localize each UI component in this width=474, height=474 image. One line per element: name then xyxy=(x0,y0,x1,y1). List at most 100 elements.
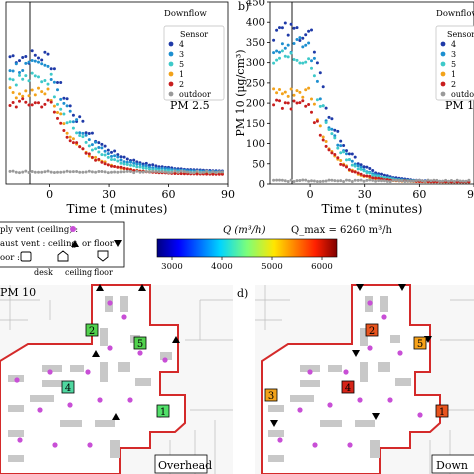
data-point-2 xyxy=(217,172,221,176)
plot-frame-b xyxy=(269,1,474,185)
y-tick-label: 50 xyxy=(252,159,265,170)
data-point-5 xyxy=(87,144,91,148)
legend-marker-5 xyxy=(440,61,446,67)
data-point-4 xyxy=(52,67,56,71)
data-point-3 xyxy=(11,69,15,73)
data-point-5 xyxy=(307,57,311,61)
data-point-3 xyxy=(280,42,284,46)
data-point-3 xyxy=(43,63,47,67)
data-point-outdoor xyxy=(342,180,346,183)
sensor-box-1 xyxy=(156,404,170,418)
data-point-5 xyxy=(113,158,117,162)
legend-subtitle-b: Sensor xyxy=(447,30,474,39)
data-point-4 xyxy=(68,104,72,108)
data-point-1 xyxy=(272,87,276,91)
data-point-5 xyxy=(301,61,305,65)
data-point-outdoor xyxy=(339,179,343,183)
sensor-label-5: 5 xyxy=(417,339,423,350)
y-tick-label: 250 xyxy=(246,78,265,89)
data-point-2 xyxy=(59,121,63,125)
legend-marker-2 xyxy=(440,81,446,87)
panel-label-d: d) xyxy=(237,287,248,300)
data-point-4 xyxy=(385,174,389,178)
data-point-4 xyxy=(71,113,75,117)
data-point-4 xyxy=(307,29,311,33)
data-point-5 xyxy=(40,80,44,84)
data-point-5 xyxy=(359,167,363,171)
data-point-3 xyxy=(359,165,363,169)
legend-box-a xyxy=(163,25,225,101)
data-point-outdoor xyxy=(173,169,177,173)
data-point-3 xyxy=(345,152,348,156)
data-point-3 xyxy=(129,160,132,164)
data-point-outdoor xyxy=(81,170,85,174)
data-point-outdoor xyxy=(280,178,284,182)
data-point-outdoor xyxy=(377,179,381,183)
data-point-4 xyxy=(122,155,126,159)
data-point-2 xyxy=(211,172,215,176)
data-point-outdoor xyxy=(157,170,161,174)
data-point-outdoor xyxy=(286,180,290,183)
data-point-3 xyxy=(100,146,104,150)
data-point-outdoor xyxy=(315,180,319,183)
data-point-outdoor xyxy=(154,169,158,173)
data-point-3 xyxy=(21,69,25,72)
data-point-2 xyxy=(179,172,183,176)
data-point-4 xyxy=(30,49,34,53)
data-point-3 xyxy=(87,138,91,142)
data-point-1 xyxy=(295,89,299,93)
data-point-2 xyxy=(52,110,56,114)
data-point-outdoor xyxy=(138,170,142,174)
data-point-2 xyxy=(46,98,50,102)
data-point-1 xyxy=(304,88,308,92)
data-point-outdoor xyxy=(359,178,363,182)
data-point-5 xyxy=(283,54,287,58)
data-point-2 xyxy=(307,103,311,106)
data-point-outdoor xyxy=(151,169,155,173)
data-point-2 xyxy=(286,101,290,105)
data-point-2 xyxy=(182,172,186,176)
data-point-3 xyxy=(119,158,123,162)
data-point-3 xyxy=(336,143,340,147)
data-point-outdoor xyxy=(356,178,360,182)
exhaust-ceiling-icon xyxy=(71,240,79,247)
data-point-5 xyxy=(315,98,319,102)
sensor-label-2: 2 xyxy=(369,326,375,337)
data-point-outdoor xyxy=(148,170,151,174)
supply-vents-d xyxy=(277,300,423,448)
legend-label-5: 5 xyxy=(451,60,456,69)
data-point-2 xyxy=(195,172,199,176)
y-tick-label: 400 xyxy=(246,18,265,29)
data-point-outdoor xyxy=(84,170,88,174)
data-point-outdoor xyxy=(27,171,31,174)
legend-label-4: 4 xyxy=(451,40,456,49)
data-point-3 xyxy=(8,69,12,73)
data-point-5 xyxy=(94,147,98,151)
data-point-2 xyxy=(173,172,177,175)
data-point-5 xyxy=(71,126,75,130)
data-point-outdoor xyxy=(198,171,202,175)
data-point-5 xyxy=(43,79,47,82)
data-point-outdoor xyxy=(455,178,459,182)
data-point-outdoor xyxy=(46,169,50,173)
data-point-3 xyxy=(350,159,354,163)
data-point-4 xyxy=(301,36,305,40)
data-point-outdoor xyxy=(397,179,401,183)
data-point-2 xyxy=(280,106,284,110)
data-point-outdoor xyxy=(301,178,305,182)
sensor-label-2: 2 xyxy=(89,326,95,337)
data-point-1 xyxy=(18,92,21,96)
data-point-5 xyxy=(289,51,293,55)
data-point-5 xyxy=(295,58,299,62)
data-point-outdoor xyxy=(71,170,75,174)
data-point-3 xyxy=(278,50,281,54)
legend-subtitle-a: Sensor xyxy=(180,30,208,39)
data-point-3 xyxy=(315,79,319,83)
data-point-3 xyxy=(286,43,290,47)
floor-sensor-icon xyxy=(97,250,109,262)
data-point-2 xyxy=(350,169,354,173)
data-point-5 xyxy=(81,135,85,139)
y-axis-label-b: PM 10 (μg/cm³) xyxy=(234,49,247,136)
data-point-2 xyxy=(43,102,47,106)
